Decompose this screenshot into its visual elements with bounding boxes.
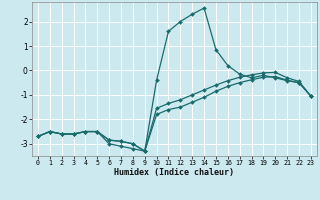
- X-axis label: Humidex (Indice chaleur): Humidex (Indice chaleur): [115, 168, 234, 177]
